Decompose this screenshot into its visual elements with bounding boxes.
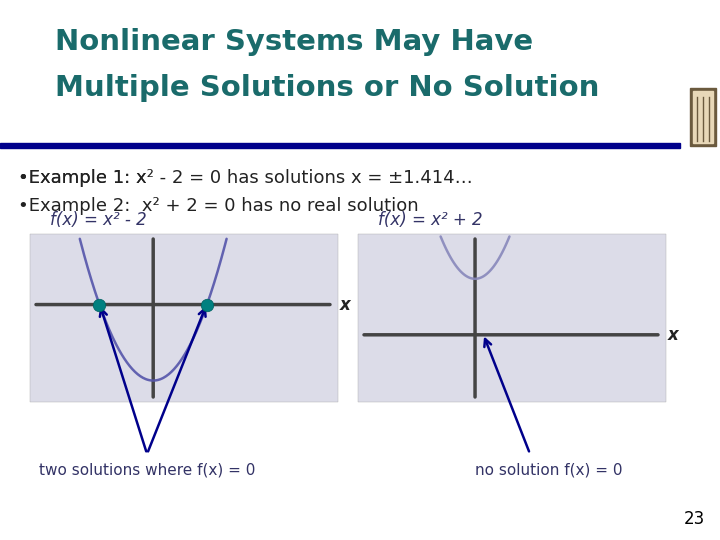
Text: 23: 23 — [684, 510, 705, 528]
Bar — [30, 234, 338, 402]
Text: no solution f(x) = 0: no solution f(x) = 0 — [475, 462, 623, 477]
Text: f(x) = x² + 2: f(x) = x² + 2 — [378, 211, 482, 229]
Bar — [690, 88, 716, 146]
Text: •Example 1: x² - 2 = 0 has solutions x = ±1.414…: •Example 1: x² - 2 = 0 has solutions x =… — [18, 169, 473, 187]
Bar — [0, 0, 720, 148]
Text: Multiple Solutions or No Solution: Multiple Solutions or No Solution — [55, 74, 599, 102]
Text: Nonlinear Systems May Have: Nonlinear Systems May Have — [55, 28, 533, 56]
Text: •Example 2:  x² + 2 = 0 has no real solution: •Example 2: x² + 2 = 0 has no real solut… — [18, 197, 418, 215]
Text: •Example 1: x: •Example 1: x — [18, 169, 147, 187]
Bar — [358, 234, 666, 402]
Text: two solutions where f(x) = 0: two solutions where f(x) = 0 — [39, 462, 255, 477]
Text: x: x — [668, 326, 679, 344]
Bar — [0, 143, 680, 148]
Text: f(x) = x² - 2: f(x) = x² - 2 — [50, 211, 147, 229]
Bar — [693, 91, 713, 143]
Text: x: x — [340, 295, 351, 314]
